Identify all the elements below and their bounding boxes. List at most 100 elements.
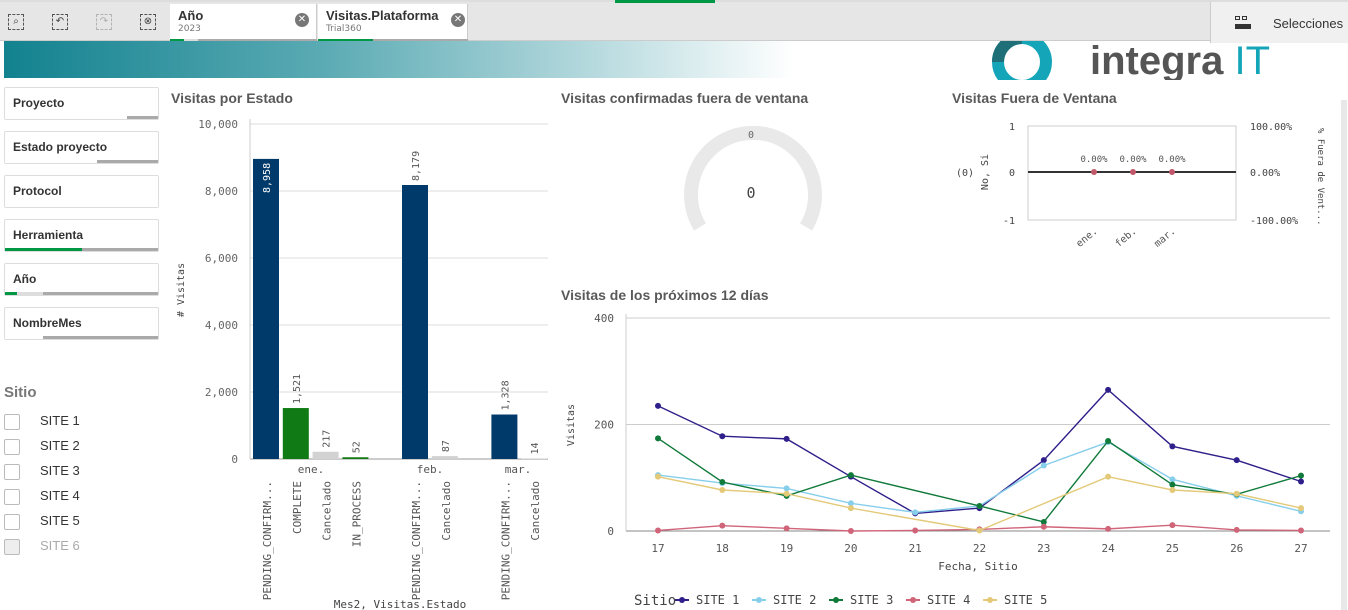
data-point (847, 528, 854, 534)
gauge-value: 0 (746, 184, 755, 202)
selection-chip-plataforma[interactable]: Visitas.Plataforma Trial360 ✕ (318, 4, 468, 42)
y-tick-label: -1 (1003, 216, 1015, 227)
sitio-item[interactable]: SITE 6 (4, 538, 80, 558)
gauge-max: 0 (748, 130, 754, 141)
filter-label: Proyecto (13, 96, 65, 110)
y-tick-label: 2,000 (205, 386, 238, 399)
step-back-icon[interactable]: ↶ (52, 14, 68, 30)
filter-estado-proyecto[interactable]: Estado proyecto (4, 131, 159, 164)
data-point (1169, 443, 1176, 450)
sitio-item[interactable]: SITE 4 (4, 488, 80, 508)
bar-value-label: 1,328 (500, 380, 511, 410)
data-point (719, 522, 726, 529)
legend-marker (756, 597, 762, 603)
checkbox[interactable] (4, 463, 20, 480)
bar-value-label: 8,958 (262, 163, 273, 193)
legend-item: SITE 5 (1004, 593, 1047, 607)
gauge-chart: 0 0 (684, 125, 822, 231)
selections-label: Selecciones (1273, 16, 1344, 31)
x-tick-label: mar. (1152, 226, 1178, 250)
checkbox[interactable] (4, 488, 20, 505)
sitio-title: Sitio (4, 384, 37, 401)
sitio-item[interactable]: SITE 1 (4, 413, 80, 433)
data-point (1169, 486, 1176, 493)
legend-item: SITE 1 (696, 593, 739, 607)
filter-año[interactable]: Año (4, 263, 159, 296)
data-point (976, 527, 983, 534)
sitio-item[interactable]: SITE 5 (4, 513, 80, 533)
checkbox[interactable] (4, 413, 20, 430)
chip-title: Año (178, 8, 204, 23)
data-point (719, 479, 726, 486)
data-point (1169, 476, 1176, 483)
sitio-item[interactable]: SITE 2 (4, 438, 80, 458)
y-axis-title: # Visitas (176, 263, 187, 317)
group-label: mar. (505, 463, 532, 476)
step-forward-icon[interactable]: ↷ (96, 14, 112, 30)
selections-button[interactable]: Selecciones (1210, 2, 1348, 43)
gauge-arc (684, 125, 822, 231)
filter-state-bar (5, 204, 158, 207)
y-tick-label: 1 (1009, 122, 1015, 133)
bar-value-label: 52 (351, 441, 362, 453)
visitas-proximos-chart: 0 200 400 Visitas 17 18 19 20 21 22 23 24 25 26 27 Fech… (566, 312, 1330, 609)
bar-category-label: IN_PROCESS (350, 481, 363, 547)
y2-tick-label: -100.00% (1250, 216, 1298, 227)
x-tick-label: 21 (909, 542, 922, 555)
data-point (1105, 386, 1112, 393)
clear-chip-icon[interactable]: ✕ (295, 13, 309, 27)
data-point (847, 472, 854, 479)
visitas-por-estado-chart: 0 2,000 4,000 6,000 8,000 10,000 # Visitas 8,95… (176, 118, 548, 610)
data-point (1169, 522, 1176, 529)
y-axis-prefix: (0) (956, 168, 974, 179)
point-label: 0.00% (1080, 155, 1108, 165)
data-point (783, 490, 790, 497)
legend-title: Sitio (634, 593, 676, 609)
scrollbar[interactable] (1341, 100, 1347, 610)
sitio-item-label: SITE 5 (40, 513, 80, 528)
clear-selections-icon[interactable]: ⊗ (140, 14, 156, 30)
filter-proyecto[interactable]: Proyecto (4, 87, 159, 120)
bar (431, 456, 458, 459)
legend-marker (910, 597, 916, 603)
bar-category-label: PENDING_CONFIRM... (499, 481, 512, 600)
group-label: ene. (298, 463, 325, 476)
filter-label: Protocol (13, 184, 62, 198)
filter-state-bar (5, 116, 158, 119)
data-point (1105, 473, 1112, 480)
clear-chip-icon[interactable]: ✕ (451, 13, 465, 27)
sitio-item[interactable]: SITE 3 (4, 463, 80, 483)
data-point (1298, 527, 1304, 534)
data-point (655, 402, 661, 409)
data-point (655, 435, 661, 442)
legend-item: SITE 2 (773, 593, 816, 607)
toolbar: ⌕ ↶ ↷ ⊗ Año 2023 ✕ Visitas.Plataforma Tr… (0, 0, 1348, 43)
data-point (1130, 169, 1136, 175)
data-point (655, 527, 661, 534)
y-tick-label: 4,000 (205, 319, 238, 332)
x-tick-label: 26 (1230, 542, 1243, 555)
y-tick-label: 8,000 (205, 185, 238, 198)
x-tick-label: 18 (716, 542, 729, 555)
filter-label: NombreMes (13, 316, 82, 330)
visitas-fuera-ventana-chart: 1 100.00% 0 0.00% -1 -100.00% (0) No, Si % Fuera… (956, 122, 1325, 250)
smart-search-icon[interactable]: ⌕ (8, 14, 24, 30)
logo-text: integra (1090, 41, 1224, 80)
data-point (1298, 478, 1304, 485)
checkbox[interactable] (4, 438, 20, 455)
y-axis-title: No, Si (980, 154, 991, 190)
checkbox[interactable] (4, 513, 20, 530)
checkbox[interactable] (4, 538, 20, 555)
data-point (847, 500, 854, 507)
filter-label: Año (13, 272, 37, 286)
sitio-item-label: SITE 3 (40, 463, 80, 478)
filter-protocol[interactable]: Protocol (4, 175, 159, 208)
x-tick-label: 22 (973, 542, 986, 555)
filter-nombremes[interactable]: NombreMes (4, 307, 159, 340)
bar (253, 158, 279, 460)
logo-ring-icon (992, 41, 1052, 80)
line-chart-title: Visitas de los próximos 12 días (561, 287, 769, 303)
selection-chip-ano[interactable]: Año 2023 ✕ (170, 4, 317, 42)
y-tick-label: 400 (594, 312, 614, 325)
filter-herramienta[interactable]: Herramienta (4, 219, 159, 252)
